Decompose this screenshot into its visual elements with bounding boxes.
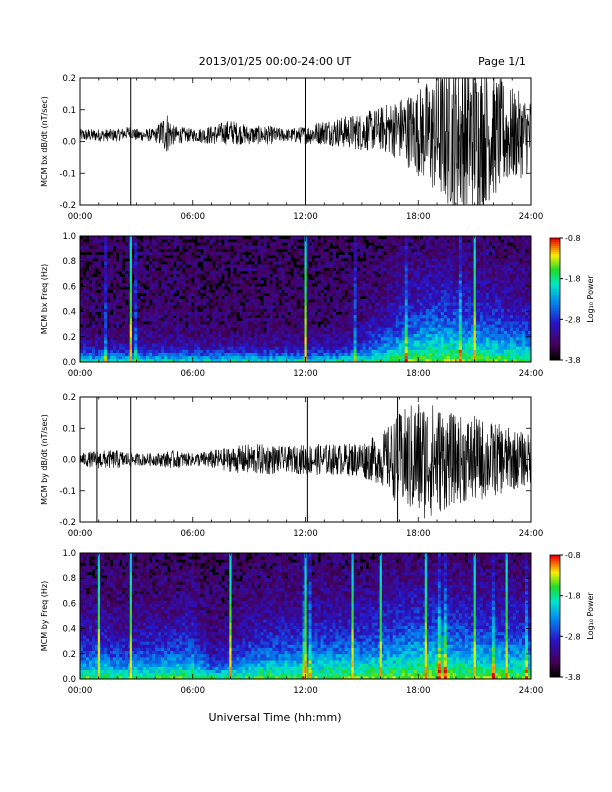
vertical-line-3 xyxy=(229,553,232,679)
spectrogram xyxy=(80,553,531,679)
colorbar: -0.8 -1.8 -2.8 -3.8 Log₁₀ Power xyxy=(549,551,595,682)
y-axis-label: MCM bx dB/dt (nT/sec) xyxy=(40,96,49,187)
y-tick-label: 0.6 xyxy=(62,282,76,292)
x-tick-label: 12:00 xyxy=(293,369,318,379)
y-tick-label: 0.2 xyxy=(62,393,76,403)
x-tick-label: 00:00 xyxy=(68,212,93,222)
y-tick-label: 0.4 xyxy=(62,625,76,635)
x-tick-label: 00:00 xyxy=(68,369,93,379)
y-axis: 0.2 0.1 0.0 -0.1 -0.2 MCM bx dB/dt (nT/sec) xyxy=(40,74,531,211)
colorbar-tick-label: -1.8 xyxy=(565,275,581,284)
vertical-line-7 xyxy=(424,553,427,679)
y-axis-label: MCM by dB/dt (nT/sec) xyxy=(40,414,49,505)
vertical-line-6 xyxy=(379,553,382,679)
y-tick-label: 0.8 xyxy=(62,257,76,267)
vertical-line-3 xyxy=(473,236,476,362)
page-indicator: Page 1/1 xyxy=(478,55,526,68)
vertical-line-2 xyxy=(129,553,132,679)
x-tick-label: 18:00 xyxy=(406,686,431,696)
y-tick-label: 0.6 xyxy=(62,599,76,609)
y-tick-label: 0.8 xyxy=(62,574,76,584)
vertical-line-1 xyxy=(129,236,132,362)
y-tick-label: 0.2 xyxy=(62,650,76,660)
y-tick-label: 1.0 xyxy=(62,232,76,242)
colorbar-tick-label: -3.8 xyxy=(565,356,581,365)
y-tick-label: -0.2 xyxy=(59,518,76,528)
y-axis: 1.0 0.8 0.6 0.4 0.2 0.0 MCM by Freq (Hz) xyxy=(40,549,531,685)
x-tick-label: 06:00 xyxy=(181,369,206,379)
x-axis: 00:00 06:00 12:00 18:00 24:00 xyxy=(68,78,544,222)
panel-4: -0.8 -1.8 -2.8 -3.8 Log₁₀ Power 00:00 06:00 12:… xyxy=(40,549,595,696)
colorbar-tick-label: -3.8 xyxy=(565,673,581,682)
vertical-line-2 xyxy=(304,236,307,362)
y-tick-label: 0.4 xyxy=(62,308,76,318)
colorbar-label: Log₁₀ Power xyxy=(586,275,595,323)
x-tick-label: 18:00 xyxy=(406,529,431,539)
colorbar-tick-label: -2.8 xyxy=(565,315,581,324)
panel-1: 00:00 06:00 12:00 18:00 24:00 0.2 0.1 0.0 -0.1 -0… xyxy=(40,74,544,222)
spectrogram xyxy=(80,236,531,362)
y-axis-label: MCM by Freq (Hz) xyxy=(40,581,49,651)
x-tick-label: 06:00 xyxy=(181,529,206,539)
x-axis-label: Universal Time (hh:mm) xyxy=(209,711,342,724)
x-tick-label: 12:00 xyxy=(293,212,318,222)
y-tick-label: 0.2 xyxy=(62,333,76,343)
vertical-line-9 xyxy=(505,553,508,679)
y-tick-label: 0.1 xyxy=(62,106,76,116)
colorbar: -0.8 -1.8 -2.8 -3.8 Log₁₀ Power xyxy=(549,234,595,365)
x-tick-label: 00:00 xyxy=(68,529,93,539)
x-tick-label: 24:00 xyxy=(519,529,544,539)
y-tick-label: -0.1 xyxy=(59,169,76,179)
x-tick-label: 24:00 xyxy=(519,686,544,696)
colorbar-tick-label: -0.8 xyxy=(565,551,581,560)
y-tick-label: 0.2 xyxy=(62,74,76,84)
y-tick-label: -0.2 xyxy=(59,201,76,211)
colorbar-tick-label: -2.8 xyxy=(565,632,581,641)
x-tick-label: 18:00 xyxy=(406,212,431,222)
panel-2: -0.8 -1.8 -2.8 -3.8 Log₁₀ Power 00:00 06:00 12:… xyxy=(40,232,595,379)
vertical-line-1 xyxy=(97,553,100,679)
colorbar-label: Log₁₀ Power xyxy=(586,592,595,640)
y-axis: 1.0 0.8 0.6 0.4 0.2 0.0 MCM bx Freq (Hz) xyxy=(40,232,531,368)
x-axis: 00:00 06:00 12:00 18:00 24:00 xyxy=(68,553,544,696)
timeseries-trace xyxy=(80,397,531,522)
x-tick-label: 24:00 xyxy=(519,369,544,379)
x-tick-label: 12:00 xyxy=(293,529,318,539)
timeseries-trace xyxy=(80,78,531,205)
x-axis: 00:00 06:00 12:00 18:00 24:00 xyxy=(68,236,544,379)
y-tick-label: -0.1 xyxy=(59,487,76,497)
x-tick-label: 12:00 xyxy=(293,686,318,696)
colorbar-tick-label: -0.8 xyxy=(565,234,581,243)
x-tick-label: 00:00 xyxy=(68,686,93,696)
x-tick-label: 06:00 xyxy=(181,686,206,696)
vertical-line-8 xyxy=(473,553,476,679)
y-tick-label: 0.0 xyxy=(62,358,76,368)
colorbar-tick-label: -1.8 xyxy=(565,592,581,601)
y-tick-label: 1.0 xyxy=(62,549,76,559)
y-tick-label: 0.0 xyxy=(62,675,76,685)
x-tick-label: 18:00 xyxy=(406,369,431,379)
x-tick-label: 06:00 xyxy=(181,212,206,222)
vertical-line-5 xyxy=(351,553,354,679)
y-tick-label: 0.0 xyxy=(62,456,76,466)
y-axis-label: MCM bx Freq (Hz) xyxy=(40,264,49,334)
y-tick-label: 0.0 xyxy=(62,138,76,148)
figure-title: 2013/01/25 00:00-24:00 UT xyxy=(199,55,352,68)
y-axis: 0.2 0.1 0.0 -0.1 -0.2 MCM by dB/dt (nT/sec) xyxy=(40,393,531,528)
x-tick-label: 24:00 xyxy=(519,212,544,222)
panel-3: 00:00 06:00 12:00 18:00 24:00 0.2 0.1 0.0 -0.1 -0… xyxy=(40,393,543,539)
vertical-line-4 xyxy=(304,553,307,679)
x-axis: 00:00 06:00 12:00 18:00 24:00 xyxy=(68,397,544,539)
y-tick-label: 0.1 xyxy=(62,424,76,434)
